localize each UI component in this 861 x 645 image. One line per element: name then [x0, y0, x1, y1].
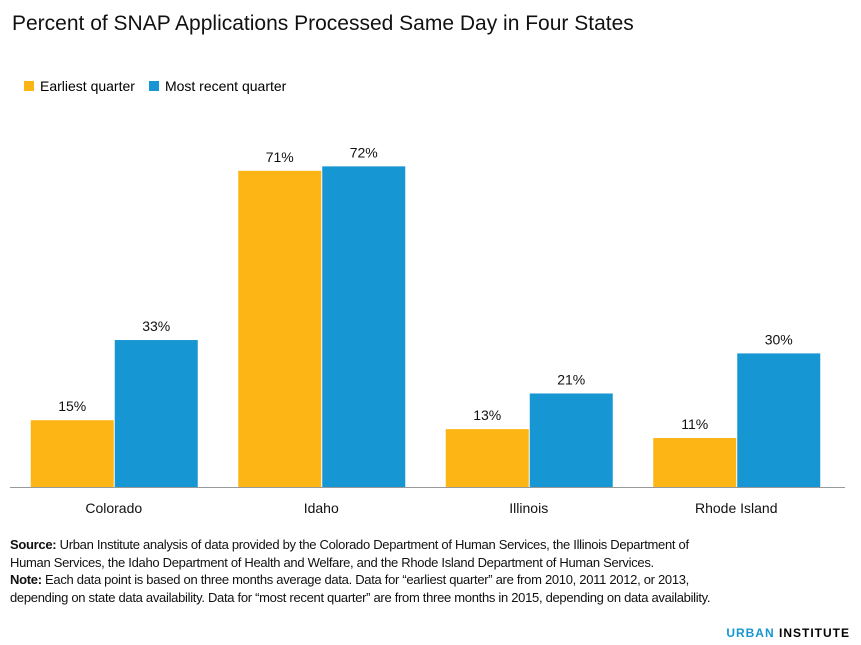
x-tick-label: Illinois	[509, 500, 548, 516]
note-label: Note:	[10, 572, 42, 587]
data-label: 11%	[681, 416, 708, 432]
bar-recent	[737, 353, 821, 487]
bar-earliest	[445, 429, 529, 487]
chart-title: Percent of SNAP Applications Processed S…	[12, 12, 634, 35]
bar-earliest	[30, 420, 114, 487]
note: Note: Each data point is based on three …	[10, 571, 730, 606]
bar-recent	[322, 166, 406, 488]
note-text: Each data point is based on three months…	[10, 572, 711, 605]
data-label: 72%	[350, 144, 378, 160]
legend-item-earliest: Earliest quarter	[24, 78, 135, 94]
bar-chart: 15% 33% Colorado 71% 72% Idaho 13% 21% Illinois 1…	[10, 144, 845, 516]
legend-swatch-earliest	[24, 81, 34, 91]
data-label: 15%	[58, 398, 86, 414]
legend-swatch-recent	[148, 81, 159, 91]
source-label: Source:	[10, 537, 57, 552]
legend-item-recent: Most recent quarter	[148, 78, 287, 94]
data-label: 33%	[142, 318, 170, 334]
x-tick-label: Colorado	[85, 500, 142, 516]
x-tick-label: Rhode Island	[695, 500, 778, 516]
source-note: Source: Urban Institute analysis of data…	[10, 536, 730, 571]
legend: Earliest quarter Most recent quarter	[24, 78, 286, 94]
legend-label-recent: Most recent quarter	[164, 78, 287, 94]
urban-institute-logo: URBAN INSTITUTE	[726, 626, 850, 640]
source-text: Urban Institute analysis of data provide…	[10, 537, 689, 570]
data-label: 21%	[557, 371, 585, 387]
data-label: 71%	[266, 149, 294, 165]
bar-earliest	[238, 170, 322, 487]
data-label: 13%	[473, 407, 501, 423]
data-label: 30%	[765, 331, 793, 347]
bar-recent	[114, 340, 198, 487]
footer-notes: Source: Urban Institute analysis of data…	[10, 536, 730, 606]
x-tick-label: Idaho	[304, 500, 339, 516]
logo-urban: URBAN	[726, 626, 775, 640]
legend-label-earliest: Earliest quarter	[40, 78, 135, 94]
logo-institute: INSTITUTE	[774, 626, 850, 640]
bar-recent	[529, 393, 613, 487]
bar-earliest	[653, 438, 737, 487]
